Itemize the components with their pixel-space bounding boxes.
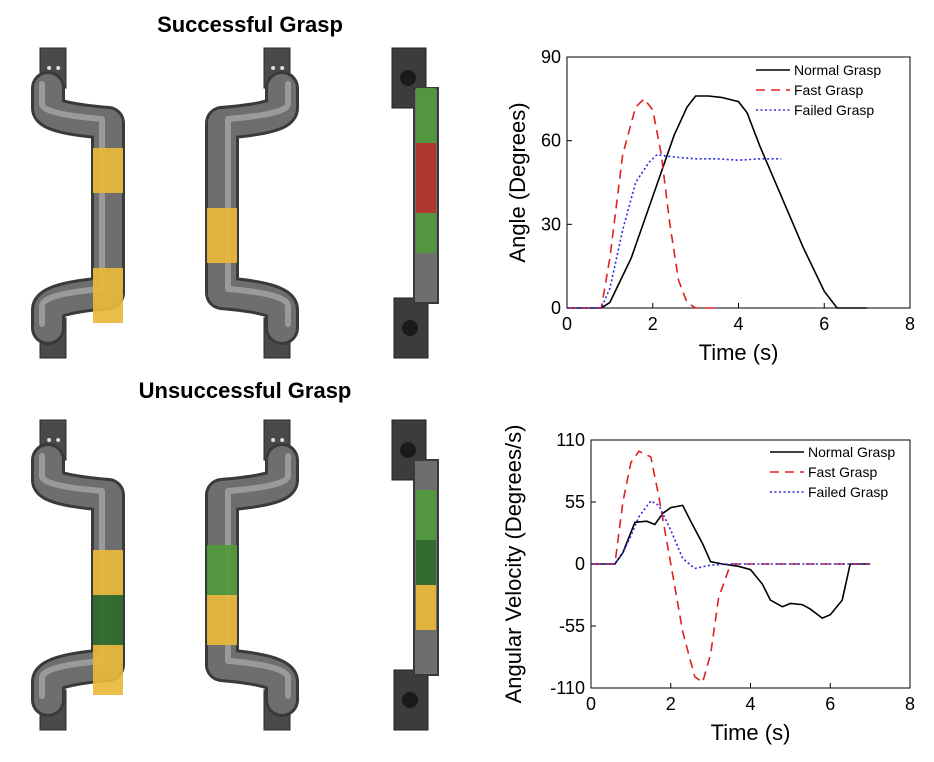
handle-front-view-1-tape-1 bbox=[93, 268, 123, 323]
handle-side-view-tape-1 bbox=[416, 143, 436, 213]
legend-label: Failed Grasp bbox=[794, 102, 874, 118]
y-tick-label: 90 bbox=[541, 47, 561, 67]
handle-side-view-2-tape-1 bbox=[416, 540, 436, 585]
handle-front-view-4-tape-1 bbox=[207, 595, 237, 645]
y-tick-label: 30 bbox=[541, 214, 561, 234]
handle-front-view-3-tape-0 bbox=[93, 550, 123, 595]
series-line-failed-grasp bbox=[591, 499, 871, 570]
handle-front-view-4-top-bracket-hole bbox=[280, 438, 285, 442]
handle-side-view-2-top-hole bbox=[400, 442, 416, 458]
y-tick-label: 55 bbox=[565, 492, 585, 512]
legend: Normal Grasp Fast Grasp Failed Grasp bbox=[770, 444, 895, 500]
handle-front-view-4-tape-0 bbox=[207, 545, 237, 595]
series-line-normal-grasp bbox=[591, 504, 871, 620]
handle-front-view-1-top-bracket-hole bbox=[56, 66, 61, 70]
y-tick-label: 0 bbox=[575, 554, 585, 574]
unsuccessful-grasp-illustrations bbox=[31, 419, 439, 731]
x-tick-label: 4 bbox=[745, 694, 755, 714]
y-tick-label: 0 bbox=[551, 298, 561, 318]
handle-front-view-2-top-bracket-hole bbox=[271, 66, 276, 70]
legend-label: Fast Grasp bbox=[808, 464, 877, 480]
unsuccessful-grasp-title: Unsuccessful Grasp bbox=[138, 378, 352, 403]
legend-label: Failed Grasp bbox=[808, 484, 888, 500]
x-tick-label: 2 bbox=[648, 314, 658, 334]
x-tick-label: 0 bbox=[586, 694, 596, 714]
x-tick-label: 0 bbox=[562, 314, 572, 334]
handle-front-view-3-top-bracket-hole bbox=[47, 438, 52, 442]
legend: Normal Grasp Fast Grasp Failed Grasp bbox=[756, 62, 881, 118]
successful-grasp-title: Successful Grasp bbox=[157, 12, 343, 37]
handle-front-view-1-highlight bbox=[39, 81, 105, 327]
y-tick-label: -55 bbox=[559, 616, 585, 636]
x-tick-label: 6 bbox=[825, 694, 835, 714]
handle-front-view-3 bbox=[31, 419, 125, 731]
handle-side-view-2-tape-0 bbox=[416, 490, 436, 540]
successful-grasp-illustrations bbox=[31, 47, 439, 359]
x-tick-label: 2 bbox=[666, 694, 676, 714]
handle-front-view-1-top-bracket-hole bbox=[47, 66, 52, 70]
handle-front-view-2-top-bracket-hole bbox=[280, 66, 285, 70]
handle-front-view-4 bbox=[205, 419, 299, 731]
legend-label: Normal Grasp bbox=[794, 62, 881, 78]
x-tick-label: 8 bbox=[905, 314, 915, 334]
handle-front-view-3-top-bracket-hole bbox=[56, 438, 61, 442]
handle-side-view-2-bottom-hole bbox=[402, 692, 418, 708]
x-axis-label: Time (s) bbox=[711, 720, 791, 745]
handle-front-view-1 bbox=[31, 47, 125, 359]
x-tick-label: 8 bbox=[905, 694, 915, 714]
series-line-normal-grasp bbox=[567, 95, 868, 309]
handle-side-view-tape-0 bbox=[416, 88, 436, 143]
handle-side-view-top-hole bbox=[400, 70, 416, 86]
handle-front-view-3-tape-2 bbox=[93, 645, 123, 695]
handle-front-view-1-tape-0 bbox=[93, 148, 123, 193]
handle-side-view bbox=[391, 47, 439, 359]
handle-side-view-2 bbox=[391, 419, 439, 731]
y-tick-label: 110 bbox=[556, 430, 585, 450]
x-tick-label: 4 bbox=[733, 314, 743, 334]
chart-1: 0 2 4 6 8 0 30 60 90 Time (s) Angle (Degrees) Norma… bbox=[505, 47, 915, 365]
handle-side-view-2-tape-2 bbox=[416, 585, 436, 630]
y-tick-label: -110 bbox=[550, 678, 585, 698]
chart-2: 0 2 4 6 8 -110 -55 0 55 110 Time (s) Angular Veloci… bbox=[501, 425, 915, 745]
handle-front-view-2-highlight bbox=[225, 81, 291, 327]
series-line-fast-grasp bbox=[591, 450, 871, 684]
y-tick-label: 60 bbox=[541, 131, 561, 151]
y-axis-label: Angular Velocity (Degrees/s) bbox=[501, 425, 526, 704]
legend-label: Fast Grasp bbox=[794, 82, 863, 98]
legend-label: Normal Grasp bbox=[808, 444, 895, 460]
handle-side-view-bottom-hole bbox=[402, 320, 418, 336]
y-axis-label: Angle (Degrees) bbox=[505, 102, 530, 262]
series-line-failed-grasp bbox=[567, 153, 782, 309]
x-axis-label: Time (s) bbox=[699, 340, 779, 365]
x-tick-label: 6 bbox=[819, 314, 829, 334]
plot-area bbox=[566, 56, 911, 309]
handle-front-view-2 bbox=[205, 47, 299, 359]
handle-side-view-tape-2 bbox=[416, 213, 436, 253]
handle-front-view-3-tape-1 bbox=[93, 595, 123, 645]
handle-front-view-4-top-bracket-hole bbox=[271, 438, 276, 442]
handle-front-view-2-tape-0 bbox=[207, 208, 237, 263]
